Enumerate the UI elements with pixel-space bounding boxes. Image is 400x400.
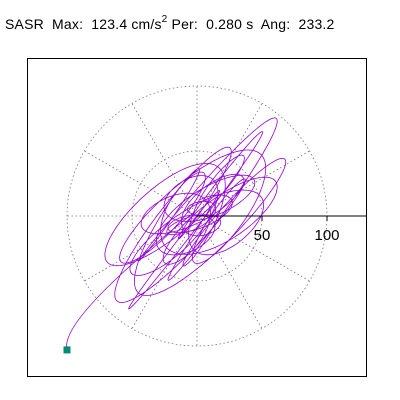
ang-label: Ang: [260, 16, 291, 32]
max-unit: cm/s [131, 16, 162, 32]
grid-spoke [196, 150, 310, 217]
orbit-trace [66, 117, 287, 351]
ang-value: 233.2 [298, 16, 335, 32]
grid-spoke [196, 215, 310, 282]
grid-spoke [131, 215, 198, 329]
plot-frame [27, 58, 367, 377]
grid-spoke [131, 103, 198, 217]
radial-axis: 50 100 [197, 215, 366, 244]
max-unit-exponent: 2 [161, 14, 168, 25]
chart-header: SASR Max: 123.4 cm/s2 Per: 0.280 s Ang: 2… [5, 14, 339, 32]
orbit-path [66, 117, 287, 351]
grid-spoke [84, 150, 198, 217]
end-marker-square [63, 346, 71, 354]
max-value: 123.4 [91, 16, 128, 32]
radial-tick-label: 50 [254, 227, 271, 244]
end-marker [63, 346, 71, 354]
per-value: 0.280 s [206, 16, 254, 32]
per-label: Per: [171, 16, 199, 32]
grid-spoke [84, 215, 198, 282]
radial-tick-label: 100 [314, 227, 339, 244]
max-label: Max: [52, 16, 84, 32]
grid-spoke [196, 215, 263, 329]
record-name: SASR [5, 16, 44, 32]
